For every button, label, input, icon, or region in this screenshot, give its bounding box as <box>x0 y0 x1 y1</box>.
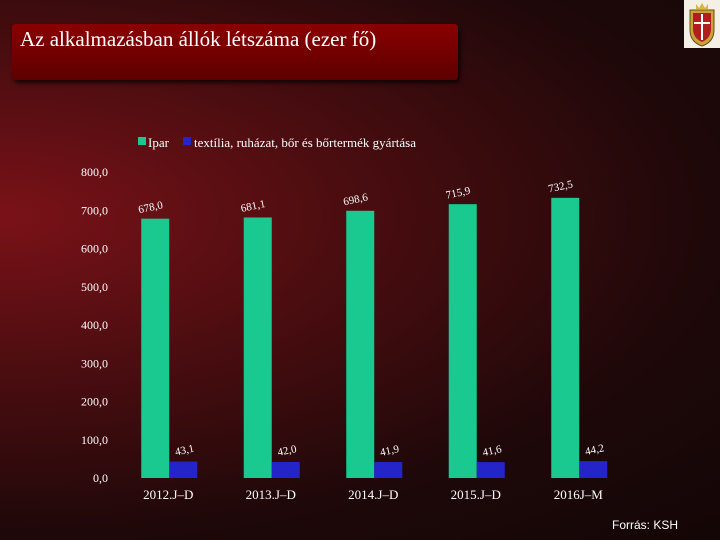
x-category-label: 2015.J–D <box>451 487 501 502</box>
y-tick-label: 600,0 <box>81 242 108 256</box>
chart-title: Az alkalmazásban állók létszáma (ezer fő… <box>20 27 377 51</box>
value-label-ipar: 681,1 <box>240 198 267 215</box>
bar-textil <box>169 461 198 478</box>
x-category-label: 2014.J–D <box>348 487 398 502</box>
y-tick-label: 400,0 <box>81 318 108 332</box>
value-label-ipar: 715,9 <box>445 185 472 202</box>
x-category-label: 2012.J–D <box>143 487 193 502</box>
value-label-ipar: 732,5 <box>547 178 574 195</box>
value-label-textil: 44,2 <box>584 442 605 458</box>
value-label-ipar: 698,6 <box>342 191 369 208</box>
legend-label-ipar: Ipar <box>148 135 170 150</box>
x-category-label: 2013.J–D <box>246 487 296 502</box>
legend-label-textil: textília, ruházat, bőr és bőrtermék gyár… <box>194 135 416 150</box>
y-tick-label: 700,0 <box>81 203 108 217</box>
value-label-textil: 43,1 <box>174 443 195 459</box>
bar-ipar <box>551 197 580 478</box>
y-tick-label: 200,0 <box>81 395 108 409</box>
legend-swatch-textil <box>183 137 191 145</box>
y-tick-label: 300,0 <box>81 356 108 370</box>
bar-ipar <box>346 210 375 478</box>
value-label-textil: 41,9 <box>379 443 401 459</box>
value-labels: 678,0 43,1 681,1 42,0 698,6 41,9 715,9 41,6 732,… <box>137 178 605 459</box>
value-label-textil: 41,6 <box>481 443 503 459</box>
bar-ipar <box>448 204 477 478</box>
x-category-label: 2016J–M <box>554 487 604 502</box>
bar-textil <box>476 462 505 478</box>
value-label-textil: 42,0 <box>276 443 298 459</box>
y-tick-label: 800,0 <box>81 165 108 179</box>
coat-of-arms-icon <box>684 0 720 48</box>
bar-textil <box>271 461 300 478</box>
title-box: Az alkalmazásban állók létszáma (ezer fő… <box>12 24 458 80</box>
x-axis: 2012.J–D 2013.J–D 2014.J–D 2015.J–D 2016J–M <box>143 487 603 502</box>
bars <box>141 197 608 479</box>
value-label-ipar: 678,0 <box>137 199 164 216</box>
legend-swatch-ipar <box>138 137 146 145</box>
legend: Ipar textília, ruházat, bőr és bőrtermék… <box>138 135 416 150</box>
y-tick-label: 100,0 <box>81 433 108 447</box>
bar-ipar <box>141 218 170 479</box>
bar-textil <box>579 461 608 478</box>
bar-textil <box>374 461 403 478</box>
y-axis: 0,0 100,0 200,0 300,0 400,0 500,0 600,0 700,0 80… <box>81 165 108 485</box>
y-tick-label: 0,0 <box>93 471 108 485</box>
source-note: Forrás: KSH <box>612 518 679 532</box>
y-tick-label: 500,0 <box>81 280 108 294</box>
bar-ipar <box>243 217 272 478</box>
